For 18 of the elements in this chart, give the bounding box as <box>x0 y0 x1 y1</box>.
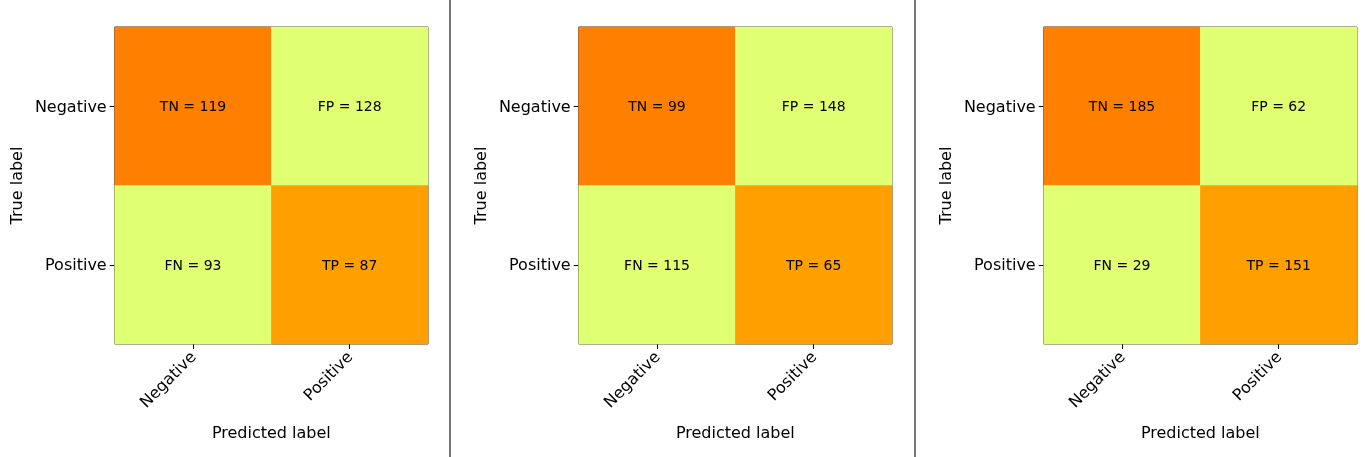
data-label: TP = 151 <box>1245 256 1311 273</box>
data-label: FN = 93 <box>164 256 222 273</box>
data-label: FN = 115 <box>624 256 691 273</box>
data-label: TP = 87 <box>320 256 378 273</box>
y-axis-title: True label <box>470 146 490 226</box>
x-axis-title: Predicted label <box>1140 422 1260 442</box>
x-axis-title: Predicted label <box>211 422 331 442</box>
data-label: TN = 99 <box>627 98 687 115</box>
data-label: FN = 29 <box>1093 256 1151 273</box>
y-axis-title: True label <box>935 146 955 226</box>
data-label: TP = 65 <box>785 256 842 273</box>
x-axis-title: Predicted label <box>676 422 796 442</box>
data-label: FP = 148 <box>782 98 846 115</box>
y-axis-title: True label <box>6 146 26 226</box>
data-label: TN = 119 <box>158 98 227 115</box>
data-label: TN = 185 <box>1087 98 1155 115</box>
data-label: FP = 128 <box>317 98 382 115</box>
data-label: FP = 62 <box>1250 98 1306 115</box>
